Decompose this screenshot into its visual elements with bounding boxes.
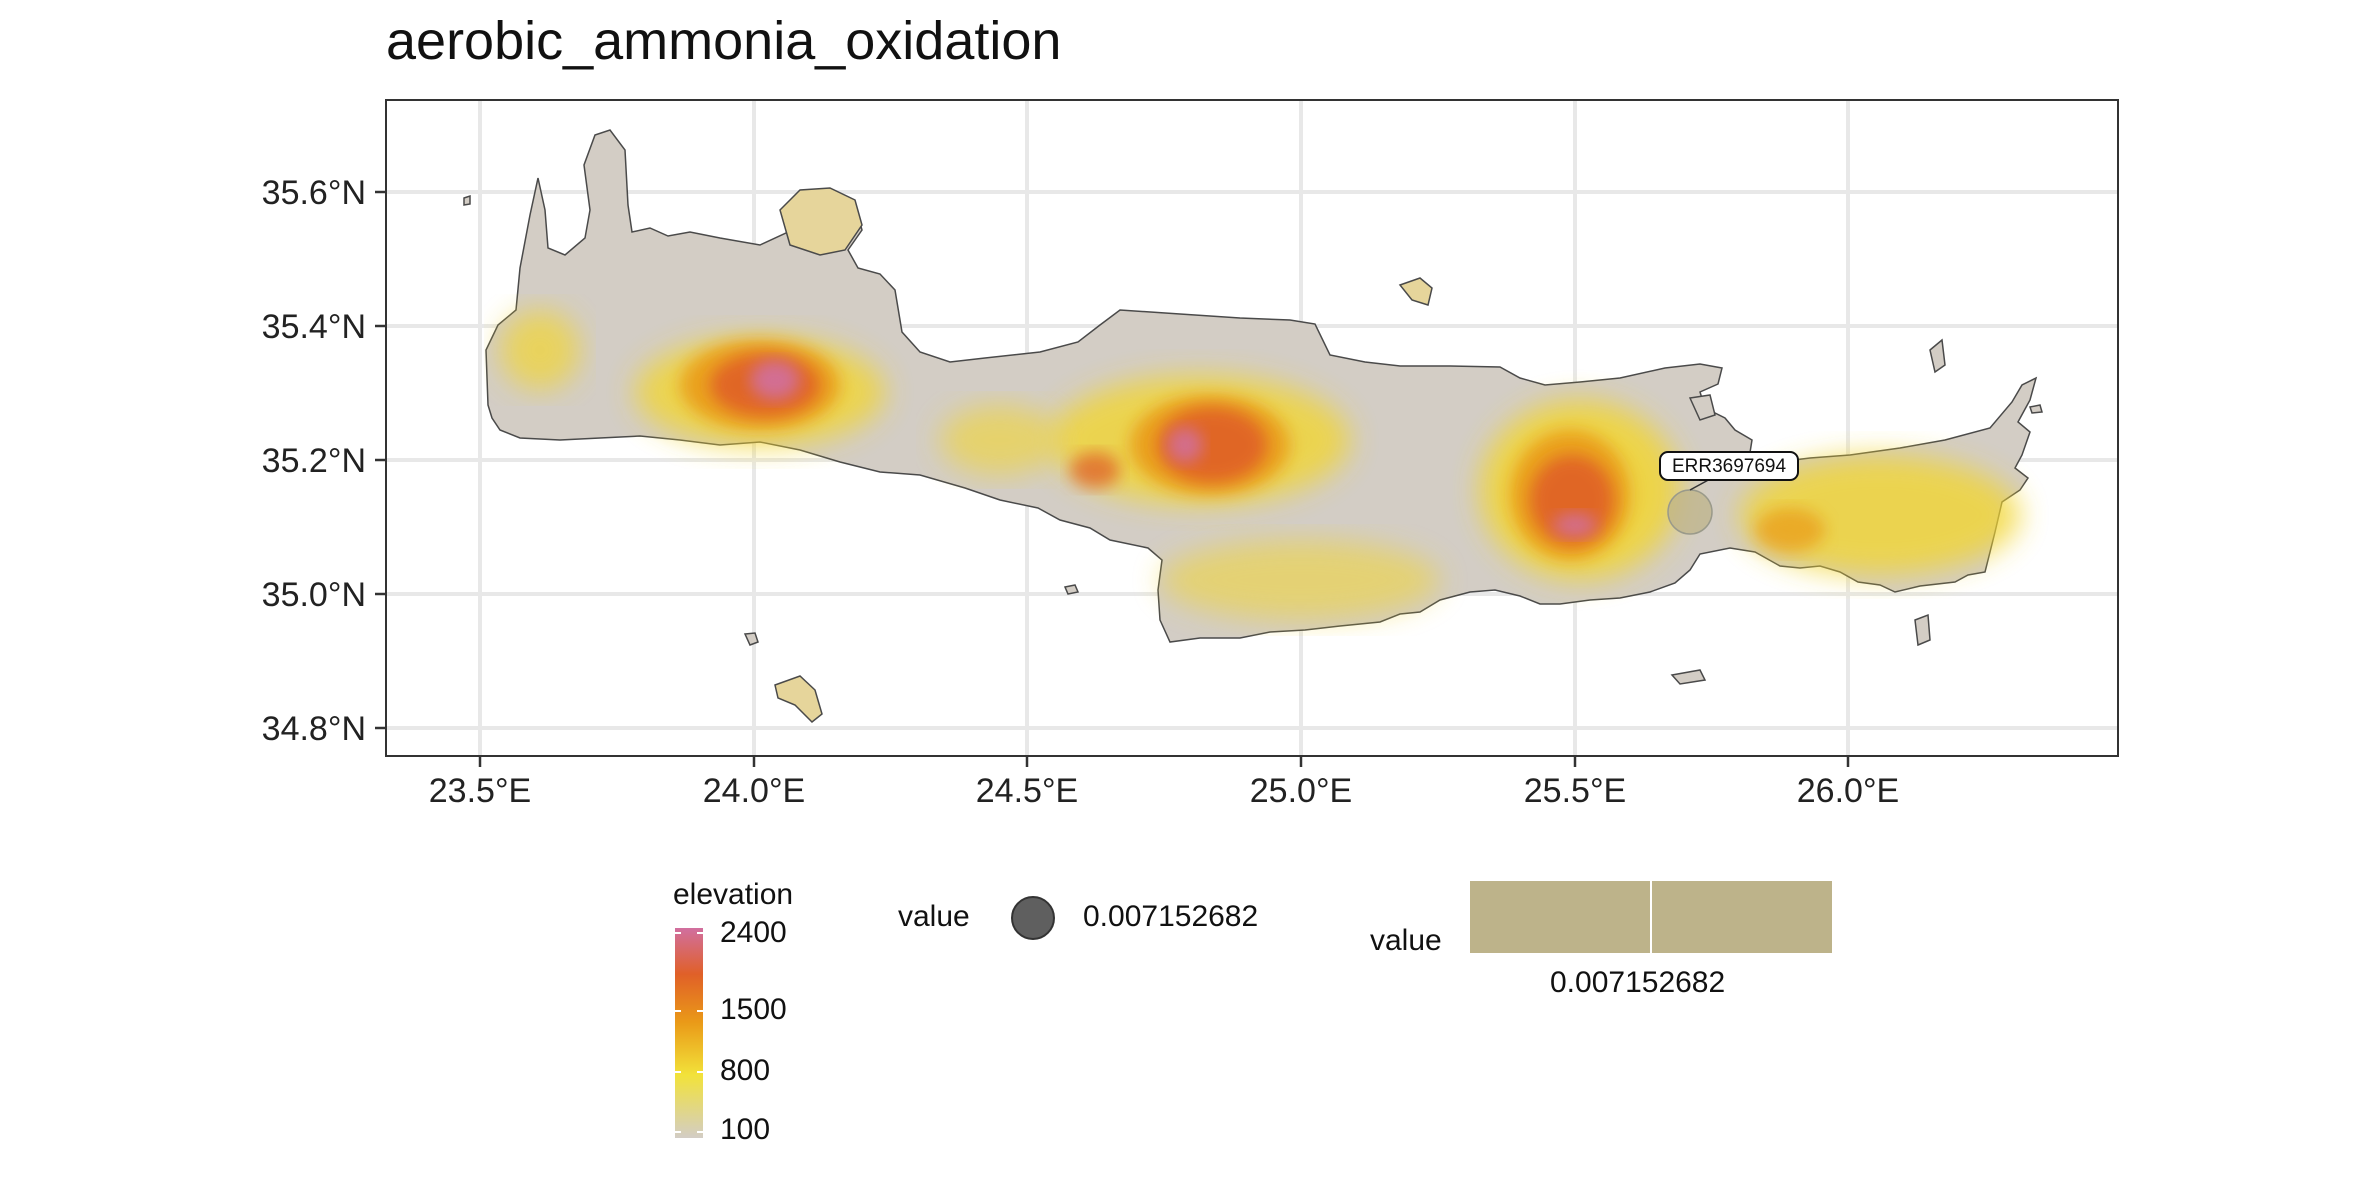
axis-ticks [375,190,1850,767]
sample-label-box [1659,451,1799,481]
elevation-legend-title: elevation [673,878,794,911]
x-tick-label: 25.5°E [1523,772,1627,810]
y-tick-label: 35.4°N [261,308,366,346]
elevation-legend-tick: 1500 [720,993,787,1026]
fill-legend-title: value [1370,924,1442,957]
elevation-legend-tick: 2400 [720,916,787,949]
elevation-colorbar [675,928,703,1138]
x-tick-label: 24.0°E [702,772,806,810]
fill-legend-label: 0.007152682 [1550,966,1726,999]
x-tick-label: 26.0°E [1796,772,1900,810]
elevation-shading [500,310,2020,620]
colorbar-ticks [675,932,703,1133]
x-tick-label: 25.0°E [1249,772,1353,810]
map-title: aerobic_ammonia_oxidation [386,11,1062,71]
sample-label: ERR3697694 [1672,456,1787,477]
elevation-legend-tick: 800 [720,1054,771,1087]
size-legend-title: value [898,900,970,933]
x-tick-label: 23.5°E [428,772,532,810]
size-legend-label: 0.007152682 [1083,900,1259,933]
small-islands [463,187,2043,724]
panel-border [385,99,2119,757]
y-tick-label: 35.6°N [261,174,366,212]
size-legend-key [1011,896,1055,940]
sample-point[interactable] [1667,489,1713,535]
elevation-legend-tick: 100 [720,1113,771,1146]
x-tick-label: 24.5°E [975,772,1079,810]
y-tick-label: 35.2°N [261,442,366,480]
y-tick-label: 35.0°N [261,576,366,614]
y-tick-label: 34.8°N [261,710,366,748]
